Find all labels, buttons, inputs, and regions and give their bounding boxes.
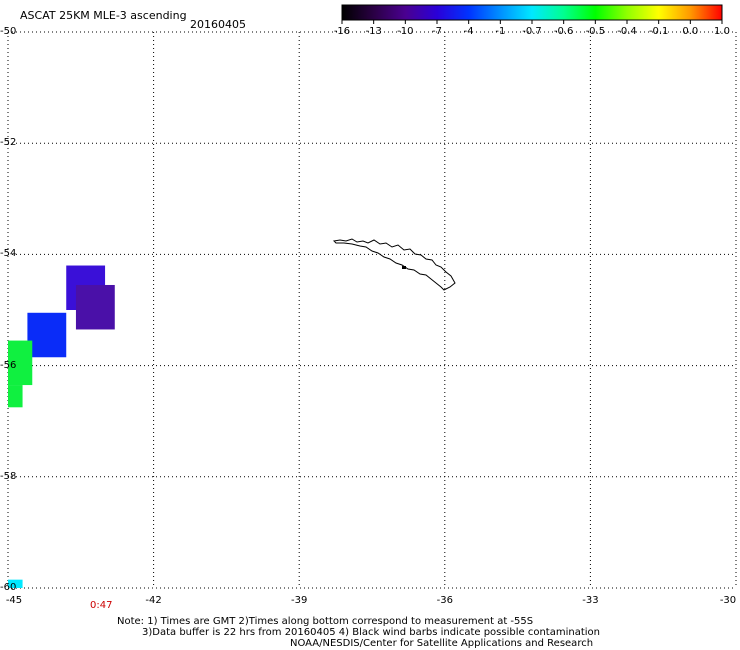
product-date: 20160405 (190, 18, 246, 31)
longitude-label: -33 (582, 595, 599, 606)
latitude-label: -50 (0, 26, 17, 37)
colorbar-label: 1.0 (714, 26, 730, 37)
colorbar-label: -0.4 (617, 26, 637, 37)
coastline-south-georgia (332, 238, 456, 291)
colorbar-label: -10 (397, 26, 414, 37)
latitude-label: -54 (0, 248, 17, 260)
wind-data-cell (8, 385, 23, 408)
colorbar-label: -0.6 (553, 26, 574, 37)
islet (402, 266, 406, 269)
longitude-label: -42 (145, 595, 162, 606)
colorbar-rect (341, 4, 723, 21)
credit-line: NOAA/NESDIS/Center for Satellite Applica… (290, 638, 594, 649)
colorbar (341, 4, 723, 24)
colorbar-label: 0.0 (682, 26, 699, 37)
colorbar-label: -1 (495, 26, 506, 37)
latitude-label: -58 (0, 470, 17, 482)
wind-data-cell (75, 284, 115, 330)
wind-data-cell (8, 579, 23, 588)
colorbar-label: -16 (333, 26, 351, 37)
longitude-label: -39 (291, 595, 308, 606)
graticule (7, 31, 737, 589)
data-cells (8, 265, 115, 588)
colorbar-label: -0.7 (522, 26, 542, 37)
longitude-label: -36 (436, 595, 453, 606)
colorbar-label: -7 (432, 26, 442, 37)
latitude-label: -52 (0, 137, 17, 149)
wind-data-cell (27, 312, 67, 358)
longitude-label: -30 (719, 595, 737, 606)
colorbar-label: -0.5 (585, 26, 606, 37)
colorbar-label: -4 (463, 26, 474, 37)
pass-time-label: 0:47 (90, 600, 113, 611)
note-line-2: 3)Data buffer is 22 hrs from 20160405 4)… (142, 627, 600, 638)
wind-data-cell (8, 340, 33, 386)
colorbar-label: -13 (365, 26, 382, 37)
colorbar-label: -0.1 (648, 26, 669, 37)
product-title: ASCAT 25KM MLE-3 ascending (20, 9, 187, 22)
island-outline (332, 238, 456, 291)
latitude-label: -56 (0, 359, 17, 371)
longitude-label: -45 (5, 595, 23, 606)
note-line-1: Note: 1) Times are GMT 2)Times along bot… (117, 616, 534, 627)
latitude-label: -60 (0, 582, 17, 593)
